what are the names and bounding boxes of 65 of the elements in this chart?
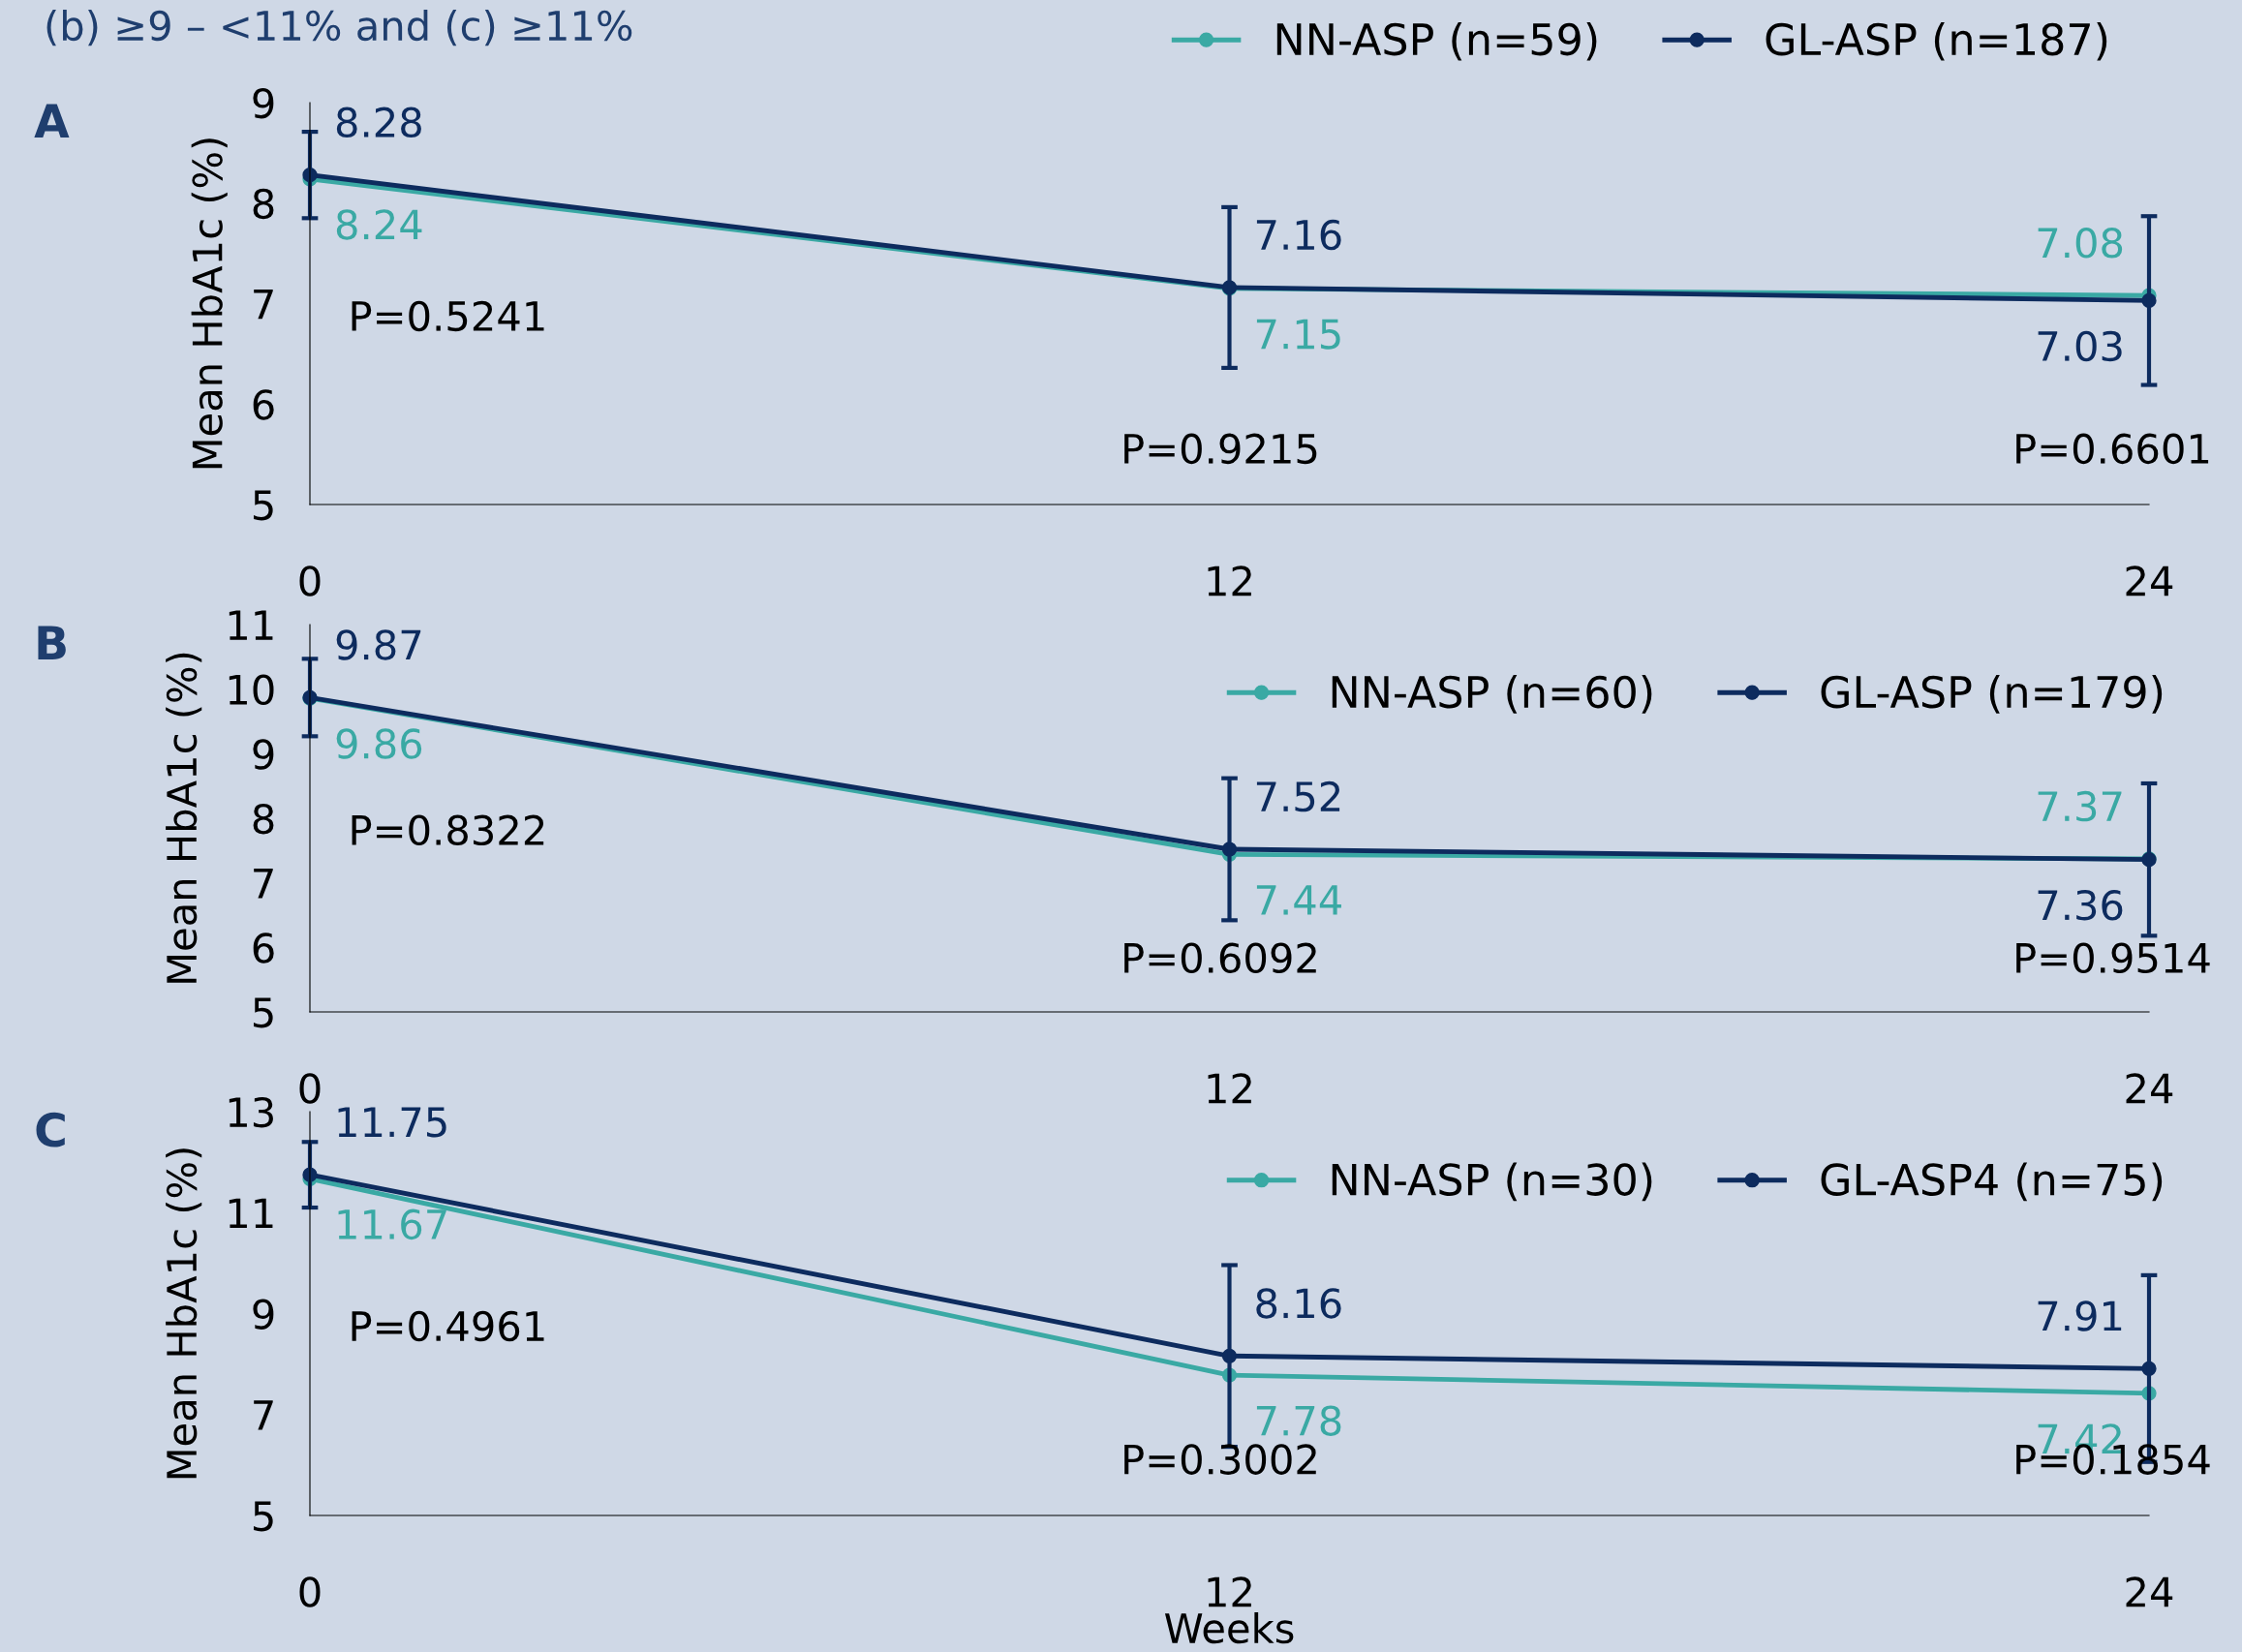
- y-tick-label: 11: [229, 1198, 273, 1229]
- data-label: 7.78: [1256, 1405, 1341, 1436]
- data-label: 11.75: [338, 1107, 446, 1138]
- y-tick-label: 5: [253, 997, 273, 1028]
- legend-label: NN-ASP (n=30): [1332, 1162, 1652, 1202]
- y-tick-label: 8: [253, 803, 274, 835]
- x-tick-label: 0: [299, 566, 321, 597]
- y-tick-label: 13: [229, 1096, 273, 1128]
- annotation: P=0.9215: [1124, 433, 1317, 465]
- y-tick-label: 11: [229, 610, 273, 640]
- y-tick-label: 5: [253, 1501, 273, 1532]
- chart-title: A: [34, 104, 70, 138]
- data-label: 7.15: [1256, 319, 1340, 350]
- y-axis-title: Mean HbA1c (%): [166, 653, 202, 983]
- y-tick-label: 7: [254, 1400, 273, 1430]
- y-tick-label: 5: [253, 490, 273, 521]
- y-axis-title: Mean HbA1c (%): [166, 1148, 202, 1479]
- legend-label: GL-ASP4 (n=75): [1821, 1162, 2163, 1202]
- annotation: P=0.4961: [352, 1310, 544, 1342]
- y-tick-label: 6: [253, 933, 274, 964]
- y-tick-label: 6: [253, 389, 274, 420]
- x-tick-label: 0: [299, 1576, 321, 1607]
- legend-label: NN-ASP (n=60): [1332, 675, 1652, 714]
- chart-subtitle: (b) ≥9 – <11% and (c) ≥11%: [46, 10, 632, 46]
- y-axis-title: Mean HbA1c (%): [191, 138, 228, 469]
- chart-title: B: [38, 626, 66, 659]
- data-label: 9.87: [336, 629, 421, 660]
- x-tick-label: 24: [2126, 1073, 2173, 1104]
- y-tick-label: 10: [229, 674, 274, 706]
- annotation: P=0.6601: [2016, 433, 2209, 465]
- chart-title: C: [36, 1112, 65, 1147]
- annotation: P=0.3002: [1124, 1444, 1316, 1475]
- data-label: 7.08: [2038, 228, 2123, 259]
- annotation: P=0.8322: [352, 814, 544, 846]
- data-label: 7.37: [2038, 790, 2122, 822]
- y-tick-label: 9: [253, 87, 274, 119]
- x-tick-label: 12: [1208, 1073, 1251, 1104]
- data-label: 8.16: [1256, 1288, 1341, 1319]
- data-label: 7.36: [2038, 889, 2123, 921]
- x-tick-label: 0: [299, 1073, 321, 1104]
- x-tick-label: 12: [1208, 566, 1251, 597]
- annotation: P=0.9514: [2016, 942, 2210, 974]
- y-tick-label: 7: [254, 869, 273, 899]
- legend-label: GL-ASP (n=187): [1766, 22, 2107, 61]
- legend-label: GL-ASP (n=179): [1821, 675, 2163, 714]
- x-tick-label: 12: [1208, 1576, 1251, 1607]
- data-label: 11.67: [338, 1208, 446, 1240]
- data-label: 7.44: [1256, 885, 1341, 915]
- data-label: 7.52: [1256, 780, 1340, 812]
- data-label: 8.28: [336, 107, 421, 138]
- x-tick-label: 24: [2126, 1576, 2173, 1607]
- data-label: 7.03: [2038, 330, 2122, 362]
- y-tick-label: 9: [253, 739, 274, 770]
- legend-label: NN-ASP (n=59): [1276, 22, 1597, 61]
- data-label: 9.86: [336, 728, 422, 759]
- data-label: 7.16: [1256, 219, 1341, 251]
- annotation: P=0.5241: [352, 300, 544, 332]
- y-tick-label: 9: [253, 1299, 274, 1330]
- data-label: 7.91: [2038, 1300, 2122, 1331]
- x-axis-title: Weeks: [1164, 1612, 1294, 1644]
- y-tick-label: 7: [254, 289, 273, 320]
- y-tick-label: 8: [253, 188, 274, 220]
- x-tick-label: 24: [2126, 566, 2173, 597]
- data-label: 8.24: [336, 209, 422, 240]
- annotation: P=0.6092: [1124, 942, 1316, 974]
